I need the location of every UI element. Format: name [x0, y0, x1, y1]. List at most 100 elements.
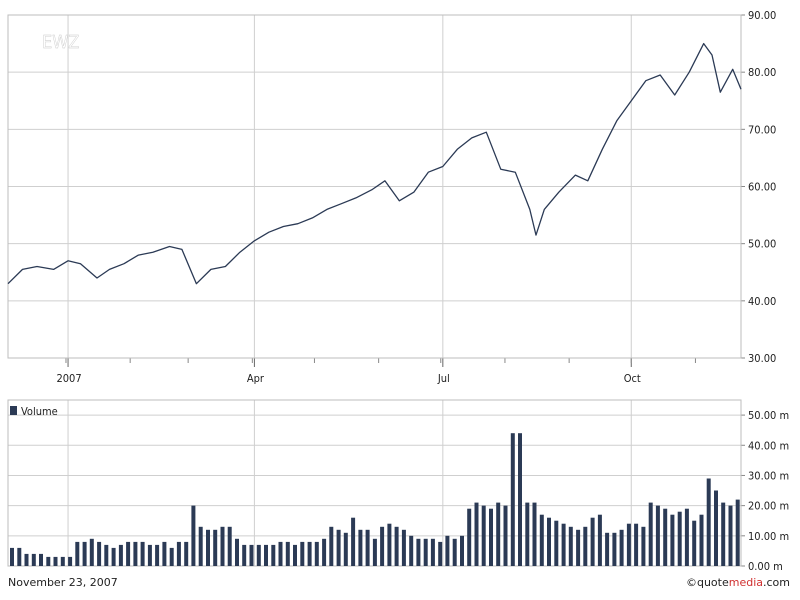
- volume-bar: [46, 556, 51, 566]
- volume-bar: [547, 517, 551, 566]
- volume-bar: [518, 433, 522, 566]
- volume-bar: [133, 541, 138, 566]
- volume-bar: [53, 556, 58, 566]
- volume-bar: [97, 541, 102, 566]
- price-ytick-label: 70.00: [748, 123, 776, 136]
- volume-bar: [118, 544, 123, 566]
- volume-bar: [140, 541, 145, 566]
- volume-bar: [307, 541, 312, 566]
- volume-bar: [17, 547, 22, 566]
- volume-bar: [489, 508, 493, 566]
- volume-bar: [590, 517, 595, 566]
- volume-bar: [365, 529, 370, 566]
- volume-bar: [169, 547, 174, 566]
- price-ytick-label: 40.00: [748, 295, 776, 308]
- volume-bar: [684, 508, 689, 566]
- volume-bar: [445, 535, 450, 566]
- volume-bar: [322, 538, 327, 566]
- volume-ytick-label: 40.00 m: [748, 439, 789, 452]
- volume-bar: [235, 538, 239, 566]
- volume-bar: [300, 541, 305, 566]
- volume-bar: [438, 541, 443, 566]
- volume-bar: [714, 490, 718, 566]
- volume-bar: [31, 553, 36, 566]
- volume-bar: [68, 556, 73, 566]
- volume-bar: [206, 529, 210, 566]
- volume-bar: [24, 553, 29, 566]
- volume-bar: [264, 544, 268, 566]
- volume-bar: [496, 502, 501, 566]
- volume-bar: [452, 538, 457, 566]
- volume-bar: [597, 514, 602, 566]
- volume-bar: [104, 544, 109, 566]
- volume-bar: [213, 529, 218, 566]
- volume-bar: [60, 556, 65, 566]
- volume-bar: [576, 529, 581, 566]
- volume-bar: [256, 544, 261, 566]
- volume-bar: [155, 544, 160, 566]
- volume-bar: [605, 532, 610, 566]
- volume-bar: [242, 544, 247, 566]
- volume-bar: [561, 523, 566, 566]
- volume-bar: [641, 526, 646, 566]
- volume-bar: [75, 541, 80, 566]
- xtick-label: Oct: [624, 372, 641, 385]
- volume-bar: [39, 553, 43, 566]
- volume-bar: [191, 505, 196, 566]
- volume-bar: [176, 541, 181, 566]
- volume-bar: [721, 502, 726, 566]
- volume-bar: [380, 526, 385, 566]
- brand-prefix: quote: [696, 576, 729, 589]
- volume-bar: [394, 526, 399, 566]
- volume-bar: [554, 520, 559, 566]
- volume-bar: [663, 508, 668, 566]
- volume-bar: [293, 544, 297, 566]
- volume-bar: [220, 526, 225, 566]
- volume-bar: [198, 526, 203, 566]
- volume-bar: [372, 538, 377, 566]
- volume-bar: [147, 544, 152, 566]
- quotemedia-logo[interactable]: ©quotemedia.com: [686, 576, 790, 589]
- volume-bar: [525, 502, 530, 566]
- xtick-label: Apr: [247, 372, 265, 385]
- volume-ytick-label: 30.00 m: [748, 469, 789, 482]
- volume-bar: [481, 505, 486, 566]
- volume-bar: [314, 541, 319, 566]
- volume-bar: [699, 514, 704, 566]
- price-ytick-label: 60.00: [748, 181, 776, 194]
- volume-bar: [467, 508, 472, 566]
- volume-ytick-label: 20.00 m: [748, 500, 789, 513]
- volume-bar: [728, 505, 733, 566]
- price-ytick-label: 30.00: [748, 352, 776, 365]
- volume-bar: [460, 535, 464, 566]
- brand-suffix: .com: [763, 576, 790, 589]
- volume-bar: [670, 514, 675, 566]
- volume-bar: [648, 502, 653, 566]
- volume-bar: [351, 517, 356, 566]
- price-ytick-label: 90.00: [748, 9, 776, 22]
- volume-bar: [409, 535, 414, 566]
- price-series-line: [7, 42, 742, 285]
- volume-bar: [82, 541, 87, 566]
- price-ytick-label: 80.00: [748, 66, 776, 79]
- volume-bar: [474, 502, 479, 566]
- volume-bar: [111, 547, 116, 566]
- volume-bar: [510, 433, 515, 566]
- copyright-icon: ©: [685, 576, 697, 589]
- volume-bar: [343, 532, 348, 566]
- volume-bar: [677, 511, 682, 566]
- price-panel: 90.00 80.00 70.00 60.00 50.00 40.00 30.00 2007 A…: [7, 9, 776, 385]
- volume-bar: [249, 544, 254, 566]
- volume-bar: [10, 547, 14, 566]
- volume-legend-swatch: [10, 406, 17, 415]
- chart-title: EWZ: [42, 32, 79, 53]
- xtick-label: 2007: [56, 372, 81, 385]
- volume-bar: [503, 505, 508, 566]
- brand-highlight: media: [728, 576, 763, 589]
- volume-bar: [162, 541, 167, 566]
- volume-bar: [735, 499, 740, 566]
- volume-bar: [423, 538, 428, 566]
- volume-bar: [271, 544, 276, 566]
- volume-ytick-label: 0.00 m: [748, 560, 783, 573]
